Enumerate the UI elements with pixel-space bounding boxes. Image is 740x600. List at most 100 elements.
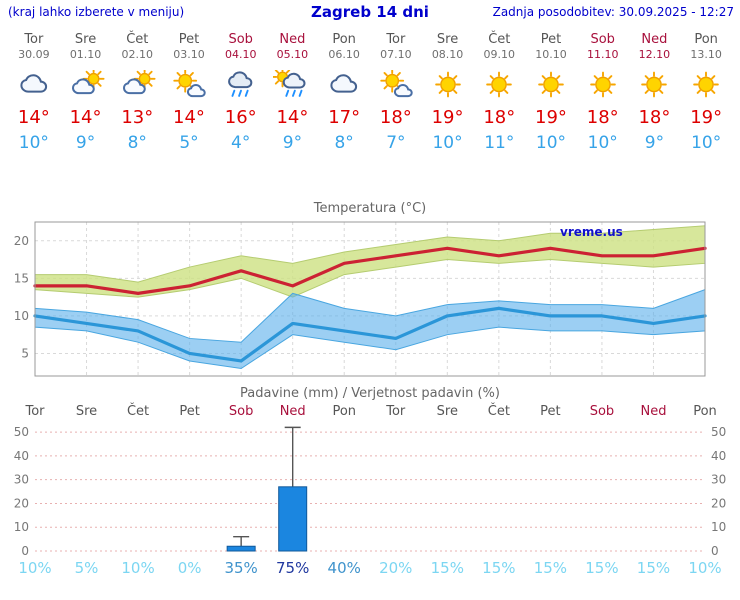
y-tick-label-right: 40: [711, 449, 726, 463]
day-column[interactable]: Pet 10.10 19° 10°: [525, 32, 577, 153]
y-tick-label: 5: [21, 346, 29, 360]
day-name: Čet: [488, 32, 511, 47]
day-column[interactable]: Tor 30.09 14° 10°: [8, 32, 60, 153]
probability-label: 15%: [431, 559, 464, 577]
probability-label: 35%: [224, 559, 257, 577]
day-date: 06.10: [328, 48, 360, 61]
sun-ray: [176, 71, 181, 76]
sun-ray: [396, 71, 401, 76]
sun-ray: [659, 89, 664, 94]
max-temperature: 18°: [586, 107, 619, 128]
day-column[interactable]: Sre 08.10 19° 10°: [422, 32, 474, 153]
sunny-icon: [693, 71, 719, 97]
sun-rain-icon: [273, 69, 311, 97]
max-temperature: 14°: [173, 107, 205, 128]
day-column[interactable]: Sob 04.10 16° 4°: [215, 32, 267, 153]
y-tick-label-right: 30: [711, 473, 726, 487]
watermark: vreme.us: [560, 225, 623, 239]
sun-ray: [541, 89, 546, 94]
sun-ray: [96, 82, 102, 87]
day-date: 05.10: [276, 48, 309, 61]
sun-ray: [438, 74, 443, 79]
sun-disc: [594, 76, 611, 92]
weather-icon-slot: [215, 68, 267, 100]
sun-disc: [439, 76, 456, 92]
probability-label: 10%: [121, 559, 154, 577]
day-name: Sre: [74, 32, 97, 47]
weather-icon-slot: [163, 68, 215, 100]
rain-drop: [285, 89, 290, 97]
partly-cloudy-icon: [67, 69, 105, 99]
mostly-sunny-icon: [380, 69, 415, 99]
cloudy-icon: [325, 70, 363, 99]
cloudy-icon: [15, 70, 53, 99]
min-temperature: 10°: [18, 133, 49, 153]
y-tick-label-right: 20: [711, 496, 726, 510]
day-label: Pon: [332, 404, 356, 419]
min-temperature: 9°: [282, 133, 303, 153]
rain-drop: [237, 89, 242, 97]
sunny-icon: [434, 71, 461, 97]
header-bar: Zagreb 14 dni (kraj lahko izberete v men…: [0, 0, 740, 24]
precipitation-chart: Tor Sre Čet Pet Sob Ned Pon Tor Sre Čet Pet Sob Ned P…: [14, 403, 727, 577]
sun-ray: [711, 74, 716, 79]
min-temperature: 10°: [587, 133, 618, 153]
sun-disc: [138, 72, 151, 85]
day-name: Pon: [332, 32, 356, 47]
probability-label: 15%: [534, 559, 567, 577]
y-tick-label-left: 50: [14, 425, 29, 439]
sun-ray: [556, 74, 561, 79]
temperature-chart-title: Temperatura (°C): [313, 201, 427, 216]
cloud-shape: [332, 75, 357, 91]
day-date: 11.10: [586, 48, 619, 61]
sun-ray: [489, 89, 495, 94]
min-temperature: 8°: [127, 133, 147, 153]
cloud-shape: [73, 79, 94, 93]
sun-ray: [489, 74, 495, 79]
day-column[interactable]: Pon 06.10 17° 8°: [318, 32, 370, 153]
weather-icon-slot: [680, 68, 732, 100]
min-temperature-line: [33, 306, 707, 363]
y-tick-label-left: 0: [21, 544, 29, 558]
day-column[interactable]: Pet 03.10 14° 5°: [163, 32, 215, 153]
weather-icon-slot: [267, 68, 319, 100]
sunny-icon: [538, 71, 564, 97]
plot-border: [34, 221, 706, 377]
min-temperature: 10°: [432, 133, 463, 153]
day-column[interactable]: Sob 11.10 18° 10°: [577, 32, 629, 153]
y-tick-label: 15: [14, 271, 29, 285]
sunny-icon: [486, 71, 513, 97]
sun-ray: [438, 89, 443, 94]
day-date: 01.10: [69, 48, 102, 61]
day-column[interactable]: Sre 01.10 14° 9°: [60, 32, 112, 153]
day-column[interactable]: Čet 09.10 18° 11°: [473, 32, 525, 153]
day-column[interactable]: Ned 12.10 18° 9°: [629, 32, 681, 153]
day-column[interactable]: Tor 07.10 18° 7°: [370, 32, 422, 153]
probability-label: 15%: [637, 559, 670, 577]
weather-icon-slot: [318, 68, 370, 100]
rain-drop: [292, 89, 297, 97]
max-temperature: 18°: [379, 107, 412, 128]
min-temperature: 5°: [179, 133, 199, 153]
day-label: Pet: [179, 404, 199, 419]
sun-ray: [275, 69, 280, 73]
cloud-shape: [124, 79, 145, 93]
max-temperature: 13°: [121, 107, 154, 128]
probability-label: 10%: [688, 559, 721, 577]
sun-ray: [556, 89, 561, 94]
day-name: Ned: [279, 32, 306, 47]
sun-ray: [593, 89, 598, 94]
day-column[interactable]: Čet 02.10 13° 8°: [111, 32, 163, 153]
day-column[interactable]: Ned 05.10 14° 9°: [267, 32, 319, 153]
weather-icon-slot: [111, 68, 163, 100]
sun-ray: [593, 74, 598, 79]
y-tick-label-left: 40: [14, 449, 29, 463]
cloud-shape: [229, 72, 251, 87]
sun-ray: [383, 84, 388, 89]
day-date: 30.09: [18, 48, 50, 61]
day-column[interactable]: Pon 13.10 19° 10°: [680, 32, 732, 153]
sun-disc: [385, 73, 399, 88]
day-label: Sob: [229, 404, 253, 419]
day-name: Sob: [228, 32, 253, 47]
rain-drop: [231, 89, 236, 97]
